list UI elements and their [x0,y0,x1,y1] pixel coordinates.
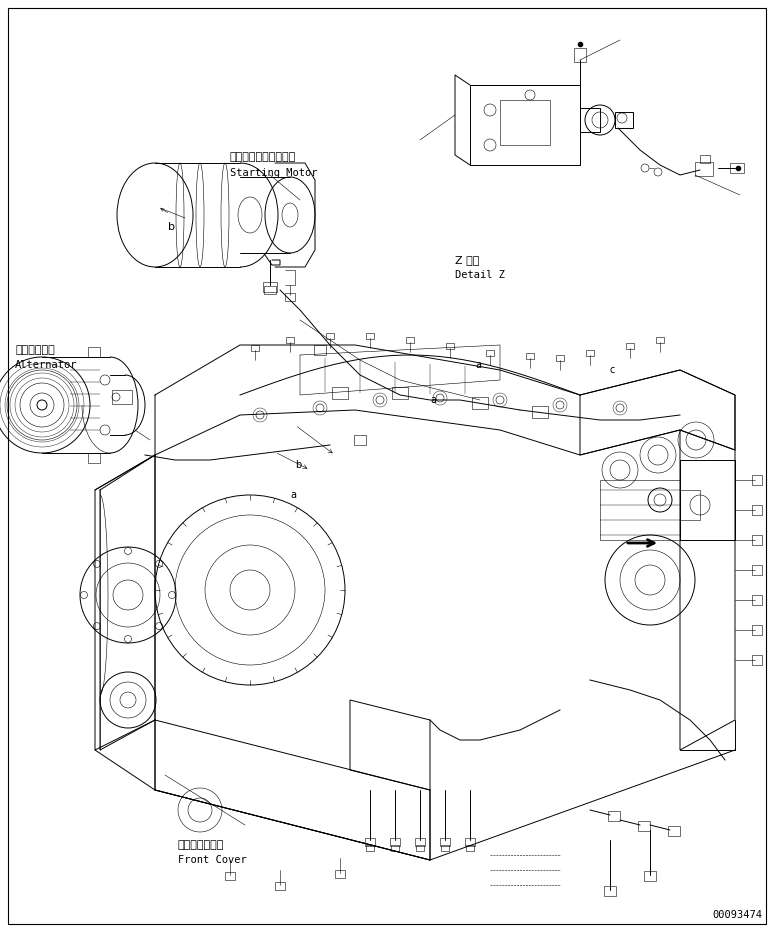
Text: c: c [610,365,615,375]
Bar [752,655,762,665]
Bar [415,838,425,846]
Bar [526,353,534,359]
Bar [251,345,259,351]
Bar [752,475,762,485]
Bar [700,155,710,163]
Bar [446,343,454,349]
Bar [335,870,345,878]
Bar [264,286,276,294]
Bar [391,845,399,851]
Bar [486,350,494,356]
Bar [392,387,408,399]
Bar [556,355,564,361]
Bar [366,845,374,851]
Bar [390,838,400,846]
Bar [600,480,680,540]
Bar [680,490,700,520]
Bar [532,406,548,418]
Bar [752,535,762,545]
Bar [440,838,450,846]
Bar [752,595,762,605]
Text: スターティングモータ: スターティングモータ [230,152,296,162]
Bar [626,343,634,349]
Bar [466,845,474,851]
Bar [668,826,680,836]
Bar [263,282,277,292]
Bar [326,333,334,339]
Bar [752,625,762,635]
Bar [680,460,735,540]
Bar [365,838,375,846]
Text: b: b [168,222,175,232]
Bar [416,845,424,851]
Text: b: b [295,460,301,470]
Bar [472,397,488,409]
Bar [225,872,235,880]
Bar [580,108,600,132]
Bar [441,845,449,851]
Bar [574,48,586,62]
Text: 00093474: 00093474 [712,910,762,920]
Bar [314,345,326,355]
Bar [286,337,294,343]
Bar [366,333,374,339]
Text: Front Cover: Front Cover [178,855,247,865]
Bar [608,811,620,821]
Bar [752,565,762,575]
Bar [752,505,762,515]
Bar [604,886,616,896]
Bar [275,882,285,890]
Bar [332,387,348,399]
Bar [695,162,713,176]
Text: a: a [430,395,436,405]
Bar [112,390,132,404]
Text: a: a [475,360,481,370]
Bar [730,163,744,173]
Bar [656,337,664,343]
Text: オルタネータ: オルタネータ [15,345,55,355]
Bar [465,838,475,846]
Bar [586,350,594,356]
Bar [285,293,295,301]
Text: Z 詳細: Z 詳細 [455,255,479,265]
Text: Starting Motor: Starting Motor [230,168,317,178]
Bar [644,871,656,881]
Bar [406,337,414,343]
Bar [354,435,366,445]
Bar [638,821,650,831]
Bar [615,112,633,128]
Text: フロントカバー: フロントカバー [178,840,224,850]
Bar [500,100,550,145]
Text: a: a [290,490,296,500]
Text: Detail Z: Detail Z [455,270,505,280]
Text: Alternator: Alternator [15,360,77,370]
